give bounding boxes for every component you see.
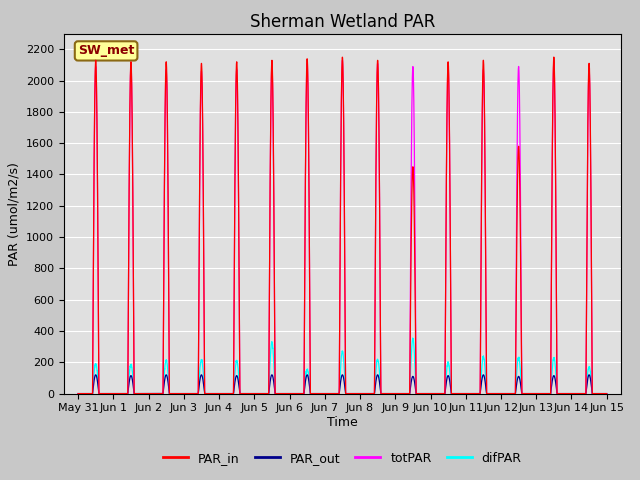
Y-axis label: PAR (umol/m2/s): PAR (umol/m2/s): [8, 162, 20, 265]
Title: Sherman Wetland PAR: Sherman Wetland PAR: [250, 12, 435, 31]
X-axis label: Time: Time: [327, 416, 358, 429]
Text: SW_met: SW_met: [78, 44, 134, 58]
Legend: PAR_in, PAR_out, totPAR, difPAR: PAR_in, PAR_out, totPAR, difPAR: [158, 447, 527, 469]
